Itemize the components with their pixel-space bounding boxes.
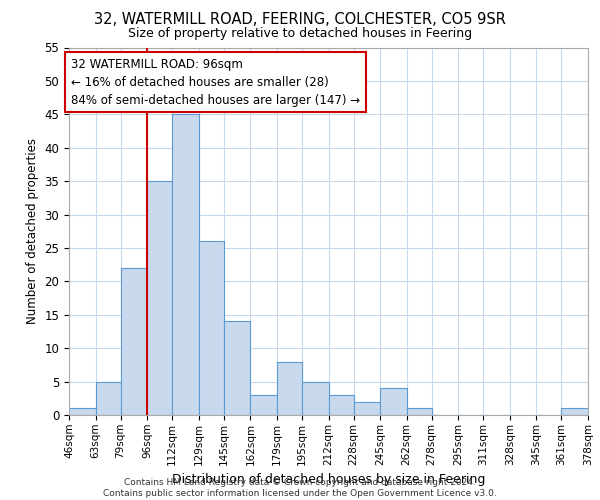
- Bar: [407, 408, 431, 415]
- Text: 32, WATERMILL ROAD, FEERING, COLCHESTER, CO5 9SR: 32, WATERMILL ROAD, FEERING, COLCHESTER,…: [94, 12, 506, 28]
- Bar: [172, 114, 199, 415]
- Bar: [353, 402, 380, 415]
- Text: Contains HM Land Registry data © Crown copyright and database right 2024.
Contai: Contains HM Land Registry data © Crown c…: [103, 478, 497, 498]
- Bar: [224, 322, 250, 415]
- Bar: [121, 268, 147, 415]
- Bar: [250, 395, 277, 415]
- Y-axis label: Number of detached properties: Number of detached properties: [26, 138, 39, 324]
- Bar: [277, 362, 302, 415]
- Bar: [95, 382, 121, 415]
- Bar: [302, 382, 329, 415]
- Bar: [380, 388, 407, 415]
- Bar: [147, 181, 172, 415]
- Text: 32 WATERMILL ROAD: 96sqm
← 16% of detached houses are smaller (28)
84% of semi-d: 32 WATERMILL ROAD: 96sqm ← 16% of detach…: [71, 58, 359, 106]
- Bar: [69, 408, 95, 415]
- Bar: [562, 408, 588, 415]
- X-axis label: Distribution of detached houses by size in Feering: Distribution of detached houses by size …: [172, 473, 485, 486]
- Bar: [329, 395, 353, 415]
- Text: Size of property relative to detached houses in Feering: Size of property relative to detached ho…: [128, 28, 472, 40]
- Bar: [199, 242, 224, 415]
